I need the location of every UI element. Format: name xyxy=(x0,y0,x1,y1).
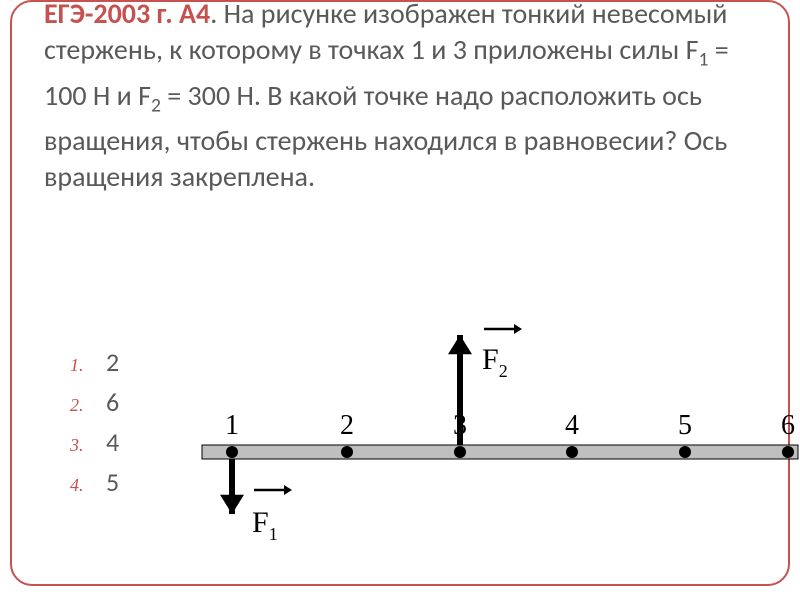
rod-diagram: 123456F1F2 xyxy=(182,302,800,582)
answer-number: 2. xyxy=(70,395,106,416)
svg-text:4: 4 xyxy=(565,410,579,441)
answer-value: 6 xyxy=(106,386,119,418)
answer-row: 4. 5 xyxy=(70,466,119,498)
svg-text:1: 1 xyxy=(225,410,239,441)
sub-2: 2 xyxy=(151,93,161,117)
svg-text:F1: F1 xyxy=(252,506,278,544)
svg-text:6: 6 xyxy=(781,410,795,441)
answer-value: 5 xyxy=(106,466,119,498)
sub-1: 1 xyxy=(698,48,708,72)
svg-text:F2: F2 xyxy=(482,343,508,381)
svg-text:5: 5 xyxy=(678,410,692,441)
problem-card: ЕГЭ-2003 г. А4. На рисунке изображен тон… xyxy=(10,0,790,586)
answer-value: 4 xyxy=(106,426,119,458)
svg-text:2: 2 xyxy=(340,410,354,441)
answer-row: 2. 6 xyxy=(70,386,119,418)
answer-number: 1. xyxy=(70,355,106,376)
question-text: ЕГЭ-2003 г. А4. На рисунке изображен тон… xyxy=(44,0,768,195)
answer-number: 3. xyxy=(70,435,106,456)
answers-list: 1. 2 2. 6 3. 4 4. 5 xyxy=(70,346,119,506)
answer-number: 4. xyxy=(70,475,106,496)
answer-row: 1. 2 xyxy=(70,346,119,378)
answer-value: 2 xyxy=(106,346,119,378)
answer-row: 3. 4 xyxy=(70,426,119,458)
question-header: ЕГЭ-2003 г. А4 xyxy=(44,0,210,31)
